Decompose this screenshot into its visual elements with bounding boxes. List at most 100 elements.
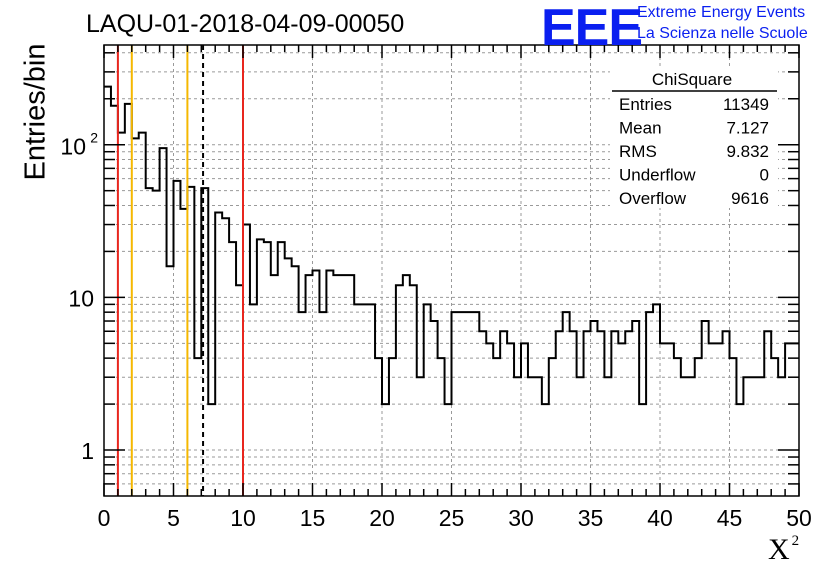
histogram-bin <box>229 242 236 496</box>
histogram-bin <box>486 343 493 496</box>
histogram-bin <box>313 271 320 497</box>
y-tick-label: 1 <box>81 438 94 464</box>
stats-row-label: Underflow <box>619 166 696 185</box>
x-tick-label: 0 <box>98 505 111 531</box>
histogram-bin <box>660 343 667 496</box>
histogram-bin <box>716 343 723 496</box>
histogram-bin <box>438 358 445 496</box>
histogram-bin <box>222 218 229 496</box>
histogram-bin <box>285 258 292 496</box>
histogram-bin <box>674 358 681 496</box>
histogram-bin <box>167 266 174 496</box>
histogram-bin <box>458 312 465 496</box>
histogram-bin <box>382 404 389 496</box>
x-tick-label: 5 <box>167 505 180 531</box>
histogram-bin <box>757 377 764 496</box>
histogram-bin <box>618 343 625 496</box>
histogram-bin <box>278 242 285 496</box>
histogram-bin <box>584 331 591 496</box>
histogram-bin <box>778 377 785 496</box>
histogram-bin <box>180 209 187 496</box>
histogram-bin <box>681 377 688 496</box>
histogram-bin <box>542 404 549 496</box>
histogram-bin <box>132 138 139 496</box>
x-tick-label: 35 <box>578 505 604 531</box>
histogram-bin <box>153 191 160 496</box>
histogram-bin <box>556 331 563 496</box>
histogram-bin <box>730 358 737 496</box>
histogram-bin <box>410 285 417 496</box>
histogram-bin <box>639 404 646 496</box>
y-tick-label: 10 <box>68 285 94 311</box>
histogram-bin <box>319 312 326 496</box>
histogram-bin <box>250 304 257 496</box>
histogram-bin <box>340 275 347 496</box>
x-tick-label: 25 <box>439 505 465 531</box>
histogram-bin <box>695 358 702 496</box>
histogram-bin <box>493 358 500 496</box>
histogram-bin <box>403 275 410 496</box>
histogram-bin <box>611 331 618 496</box>
stats-row-label: RMS <box>619 142 657 161</box>
histogram-bin <box>118 133 125 496</box>
histogram-bin <box>187 187 194 496</box>
histogram-bin <box>292 266 299 496</box>
histogram-bin <box>361 304 368 496</box>
x-tick-label: 10 <box>230 505 256 531</box>
histogram-bin <box>389 358 396 496</box>
stats-row-value: 9616 <box>731 189 769 208</box>
x-tick-label: 20 <box>369 505 395 531</box>
histogram-bin <box>194 358 201 496</box>
histogram-bin <box>125 104 132 496</box>
histogram-bin <box>236 285 243 496</box>
histogram-bin <box>243 225 250 496</box>
histogram-bin <box>326 271 333 497</box>
logo-line-1: Extreme Energy Events <box>637 4 806 21</box>
histogram-bin <box>667 343 674 496</box>
logo-line-2: La Scienza nelle Scuole <box>637 25 808 42</box>
histogram-bin <box>347 275 354 496</box>
histogram-bin <box>417 377 424 496</box>
histogram-bin <box>750 377 757 496</box>
histogram-bin <box>507 343 514 496</box>
histogram-bin <box>104 87 111 496</box>
stats-row-value: 7.127 <box>726 119 769 138</box>
histogram-bin <box>604 377 611 496</box>
histogram-bin <box>771 358 778 496</box>
histogram-bin <box>445 404 452 496</box>
histogram-bin <box>549 358 556 496</box>
histogram-bin <box>632 321 639 496</box>
x-tick-label: 50 <box>786 505 812 531</box>
histogram-bin <box>160 148 167 496</box>
histogram-bin <box>333 275 340 496</box>
histogram-bin <box>535 377 542 496</box>
histogram-bin <box>764 331 771 496</box>
histogram-bin <box>306 275 313 496</box>
histogram-bin <box>299 312 306 496</box>
histogram-bin <box>215 212 222 496</box>
histogram-bin <box>368 304 375 496</box>
histogram-bin <box>625 331 632 496</box>
histogram-bin <box>736 404 743 496</box>
stats-row-label: Mean <box>619 119 662 138</box>
x-tick-label: 45 <box>717 505 743 531</box>
y-tick-label: 10 <box>60 134 86 160</box>
histogram-bin <box>208 404 215 496</box>
y-tick-label-exponent: 2 <box>90 130 98 146</box>
stats-row-value: 0 <box>760 166 769 185</box>
histogram-bin <box>591 321 598 496</box>
histogram-bin <box>597 331 604 496</box>
histogram-bin <box>521 343 528 496</box>
histogram-series <box>104 85 799 497</box>
histogram-bin <box>111 106 118 496</box>
x-tick-label: 15 <box>300 505 326 531</box>
histogram-bin <box>431 321 438 496</box>
histogram-bin <box>271 275 278 496</box>
histogram-line <box>104 85 799 406</box>
histogram-bin <box>452 312 459 496</box>
histogram-bin <box>709 343 716 496</box>
histogram-bin <box>570 331 577 496</box>
